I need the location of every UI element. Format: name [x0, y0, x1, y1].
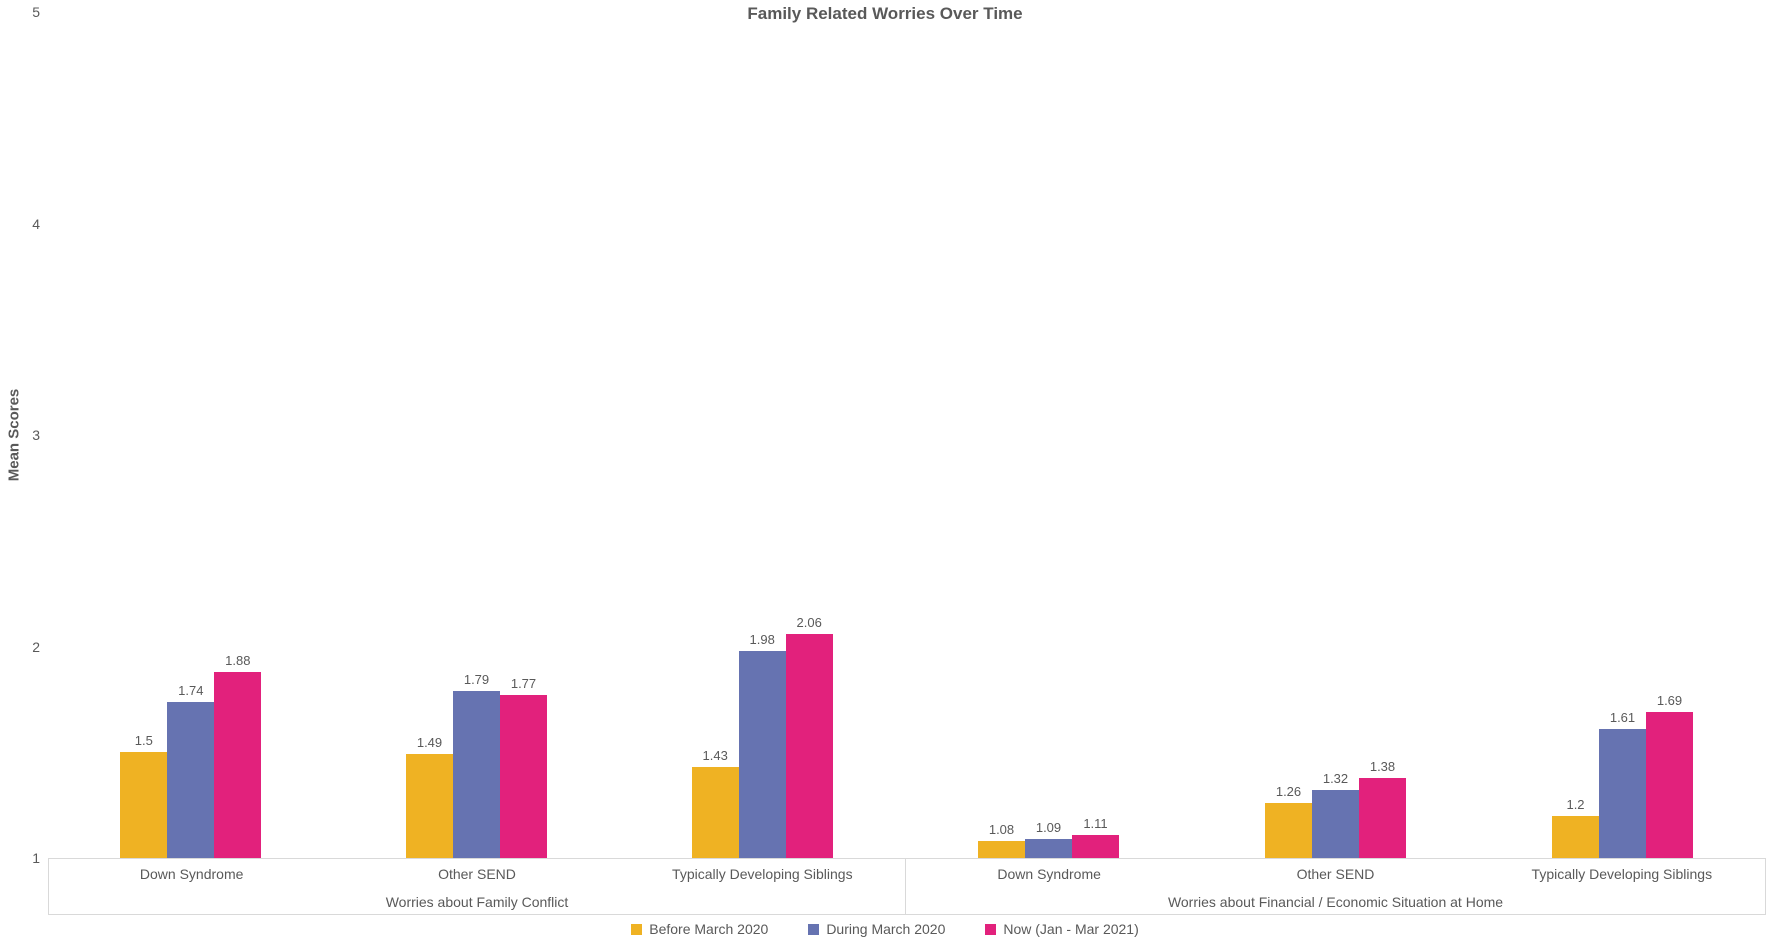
bar: 1.98	[738, 632, 786, 858]
bar: 1.43	[691, 748, 739, 858]
legend-swatch-icon	[808, 923, 820, 935]
category-cell: 1.26 1.32 1.38	[1192, 12, 1479, 858]
plot-section: 1.08 1.09 1.11 1.26 1.32 1.38 1.2 1.61 1.69	[905, 12, 1766, 858]
data-label: 1.38	[1369, 758, 1396, 774]
y-tick-label: 1	[32, 850, 40, 866]
category-label: Down Syndrome	[997, 866, 1101, 882]
data-label: 1.49	[416, 735, 443, 751]
category-row: Down Syndrome Other SEND Typically Develop…	[906, 859, 1765, 889]
category-cell: 1.08 1.09 1.11	[905, 12, 1192, 858]
legend-item: During March 2020	[808, 921, 945, 937]
y-tick-label: 4	[32, 215, 40, 232]
bar: 1.49	[406, 735, 453, 858]
chart-title: Family Related Worries Over Time	[747, 4, 1023, 23]
bar-group: 1.43 1.98 2.06	[691, 615, 833, 858]
category-label: Typically Developing Siblings	[672, 866, 853, 882]
y-tick-label: 2	[32, 638, 40, 655]
category-row: Down Syndrome Other SEND Typically Develop…	[49, 859, 905, 889]
axis-section: Down Syndrome Other SEND Typically Develop…	[906, 859, 1765, 914]
legend-item: Now (Jan - Mar 2021)	[985, 921, 1139, 937]
bar-group: 1.2 1.61 1.69	[1552, 693, 1693, 858]
data-label: 1.11	[1083, 815, 1108, 831]
bar: 1.2	[1552, 797, 1599, 858]
bar: 1.79	[453, 672, 500, 858]
data-label: 1.98	[749, 631, 775, 647]
bar-group: 1.5 1.74 1.88	[120, 653, 262, 858]
data-label: 1.88	[225, 652, 251, 668]
bar: 1.88	[214, 653, 262, 858]
category-cell: 1.2 1.61 1.69	[1479, 12, 1766, 858]
category-axis: Down Syndrome Other SEND Typically Develop…	[48, 858, 1766, 915]
bar: 1.32	[1312, 771, 1359, 858]
data-label: 1.09	[1035, 819, 1062, 835]
data-label: 1.79	[463, 671, 490, 687]
bar-group: 1.26 1.32 1.38	[1265, 759, 1406, 858]
legend-swatch-icon	[985, 923, 997, 935]
category-label: Other SEND	[438, 866, 516, 882]
category-cell: 1.43 1.98 2.06	[619, 12, 905, 858]
bar: 2.06	[785, 615, 833, 858]
plot-section: 1.5 1.74 1.88 1.49 1.79 1.77 1.43 1.98 2.06	[48, 12, 905, 858]
bar: 1.26	[1265, 784, 1312, 858]
axis-section: Down Syndrome Other SEND Typically Develop…	[49, 859, 906, 914]
bar: 1.08	[978, 822, 1025, 858]
legend-item: Before March 2020	[631, 921, 768, 937]
legend-label: Now (Jan - Mar 2021)	[1003, 921, 1139, 937]
data-label: 1.5	[134, 733, 153, 749]
bar: 1.69	[1646, 693, 1693, 858]
legend-label: During March 2020	[826, 921, 946, 937]
data-label: 1.61	[1609, 710, 1636, 725]
category-label: Typically Developing Siblings	[1531, 866, 1713, 882]
category-cell: 1.5 1.74 1.88	[48, 12, 334, 858]
bar: 1.11	[1072, 816, 1119, 858]
data-label: 1.74	[178, 682, 204, 698]
bar: 1.09	[1025, 820, 1072, 858]
bar: 1.5	[120, 733, 168, 858]
section-label: Worries about Financial / Economic Situa…	[1167, 893, 1504, 910]
data-label: 1.32	[1322, 771, 1349, 787]
data-label: 2.06	[796, 614, 822, 630]
bar: 1.38	[1359, 759, 1406, 858]
section-label: Worries about Family Conflict	[385, 893, 569, 910]
category-label: Other SEND	[1296, 866, 1375, 882]
bar-group: 1.08 1.09 1.11	[978, 816, 1119, 858]
data-label: 1.2	[1566, 796, 1585, 812]
y-tick-label: 5	[32, 4, 40, 20]
data-label: 1.69	[1656, 693, 1683, 709]
legend-label: Before March 2020	[649, 921, 769, 937]
data-label: 1.43	[702, 748, 728, 764]
category-label: Down Syndrome	[139, 866, 244, 882]
legend-swatch-icon	[631, 923, 643, 935]
data-label: 1.08	[988, 822, 1015, 838]
bar-group: 1.49 1.79 1.77	[406, 672, 547, 858]
data-label: 1.77	[510, 676, 537, 692]
bar: 1.61	[1599, 710, 1646, 858]
y-tick-label: 3	[32, 427, 40, 443]
legend: Before March 2020 During March 2020 Now (J…	[0, 921, 1770, 937]
bar: 1.77	[500, 676, 547, 858]
category-cell: 1.49 1.79 1.77	[334, 12, 620, 858]
plot-area: 1.5 1.74 1.88 1.49 1.79 1.77 1.43 1.98 2.06 1.08 1…	[0, 12, 1770, 858]
bar: 1.74	[167, 683, 215, 858]
data-label: 1.26	[1275, 784, 1302, 800]
